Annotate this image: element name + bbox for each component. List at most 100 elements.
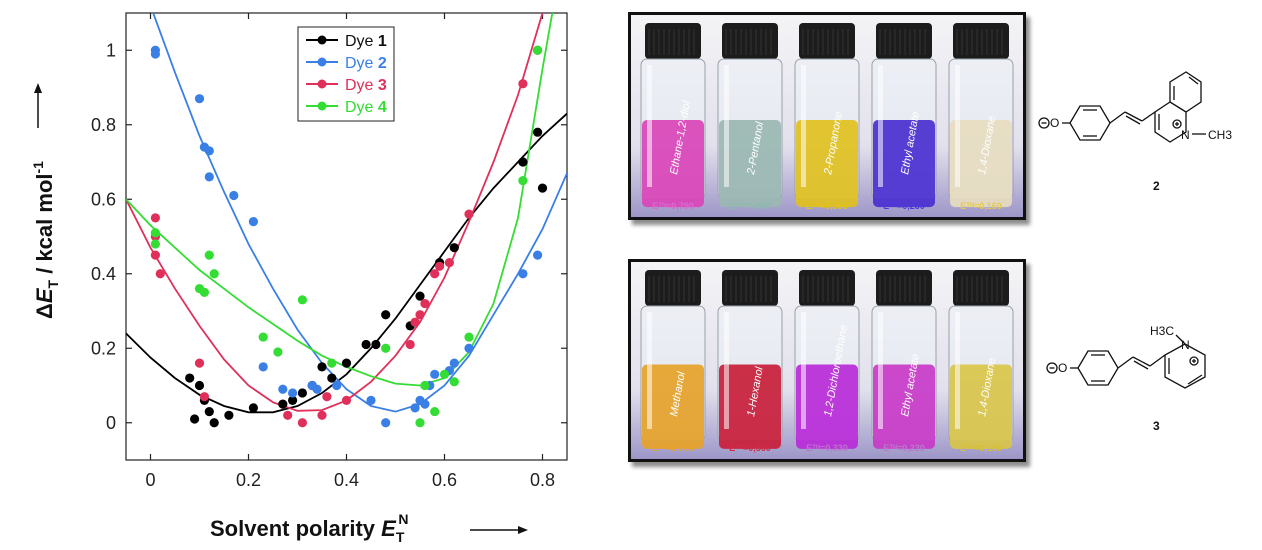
data-point-dye3 [283, 410, 293, 420]
data-point-dye4 [150, 239, 160, 249]
y-tick-label: 0 [106, 413, 116, 433]
svg-text:2: 2 [1153, 179, 1160, 193]
data-point-dye2 [150, 49, 160, 59]
series-curve-dye1 [126, 112, 567, 414]
data-point-dye2 [464, 343, 474, 353]
data-point-dye1 [194, 380, 205, 391]
plot-area [126, 13, 567, 428]
data-point-dye3 [410, 317, 420, 327]
legend-marker-dye2 [317, 57, 327, 67]
y-tick-label: 0.6 [91, 189, 116, 209]
data-point-dye1 [341, 358, 352, 368]
x-axis-label: Solvent polarity ETN [210, 511, 409, 545]
vial-liquid [719, 120, 781, 208]
vial-cap [722, 270, 778, 306]
vial-cap [645, 270, 701, 306]
vial-liquid [796, 120, 858, 208]
data-point-dye4 [430, 406, 440, 417]
vial-polarity-value: Eᵀᴺ=0,330 [806, 443, 848, 453]
data-point-dye4 [204, 250, 214, 260]
legend-label-dye3: Dye 3 [345, 77, 387, 94]
vial-polarity-value: Eᵀᴺ=0,230 [883, 201, 925, 211]
y-tick-label: 0.2 [91, 338, 116, 358]
data-point-dye1 [317, 362, 327, 372]
data-point-dye2 [288, 388, 298, 398]
data-point-dye2 [229, 190, 239, 201]
x-tick-label: 0 [145, 470, 155, 490]
legend-marker-dye1 [317, 35, 327, 45]
data-point-dye2 [248, 217, 258, 227]
data-point-dye4 [381, 343, 391, 353]
data-point-dye3 [322, 392, 332, 402]
data-point-dye4 [327, 358, 337, 368]
data-point-dye3 [420, 298, 430, 309]
legend-label-dye2: Dye 2 [345, 55, 387, 72]
data-point-dye2 [194, 94, 205, 104]
data-point-dye1 [449, 243, 459, 253]
data-point-dye4 [415, 418, 425, 428]
y-tick-label: 1 [106, 40, 116, 60]
data-point-dye2 [420, 399, 430, 409]
data-point-dye3 [155, 269, 165, 279]
y-tick-label: 0.8 [91, 115, 116, 135]
data-point-dye3 [150, 250, 160, 260]
vial-liquid [950, 120, 1012, 208]
legend-marker-dye3 [317, 79, 327, 89]
data-point-dye1 [533, 127, 543, 137]
data-point-dye3 [199, 392, 209, 402]
data-point-dye3 [317, 410, 327, 420]
y-tick-label: 0.4 [91, 264, 116, 284]
vial-liquid [642, 120, 704, 208]
vial-cap [876, 23, 932, 59]
data-point-dye1 [518, 157, 528, 167]
data-point-dye1 [190, 414, 200, 424]
vial-photo-dye2: Ethane-1,2-diol Eᵀᴺ=0,790 2-Pentanol Eᵀᴺ=0,… [628, 12, 1026, 220]
data-point-dye3 [430, 269, 440, 279]
data-point-dye2 [204, 172, 214, 182]
data-point-dye2 [533, 250, 543, 260]
data-point-dye2 [381, 418, 391, 428]
data-point-dye1 [278, 399, 288, 409]
vial-polarity-value: Eᵀᴺ=0,760 [652, 443, 694, 453]
data-point-dye3 [150, 213, 160, 223]
data-point-dye4 [439, 369, 450, 379]
data-point-dye1 [381, 310, 391, 320]
data-point-dye4 [273, 347, 283, 357]
x-tick-label: 0.2 [236, 470, 261, 490]
data-point-dye3 [415, 310, 425, 320]
series-curve-dye3 [126, 13, 544, 412]
svg-text:H3C: H3C [1150, 324, 1174, 338]
data-point-dye4 [420, 380, 430, 391]
data-point-dye4 [518, 176, 528, 186]
vial-polarity-value: Eᵀᴺ=0,160 [960, 201, 1002, 211]
data-point-dye1 [415, 291, 425, 301]
structure-dye2-labels: O N CH3 2 [1050, 116, 1232, 193]
data-point-dye1 [297, 388, 307, 398]
data-point-dye2 [278, 384, 288, 394]
data-point-dye3 [518, 79, 528, 89]
vial-cap [645, 23, 701, 59]
structure-dye3 [1046, 334, 1206, 389]
vial-photo-dye3: Methanol Eᵀᴺ=0,760 1-Hexanol Eᵀᴺ=0,560 1,2-D… [628, 259, 1026, 462]
data-point-dye2 [258, 362, 268, 372]
y-axis-arrow [34, 83, 42, 128]
data-point-dye1 [288, 395, 298, 405]
data-point-dye3 [435, 261, 445, 271]
data-point-dye4 [150, 228, 160, 238]
data-point-dye4 [449, 377, 459, 387]
data-point-dye2 [518, 269, 528, 279]
data-point-dye3 [405, 339, 415, 350]
y-axis-label: ΔET / kcal mol-1 [30, 161, 61, 319]
data-point-dye2 [332, 380, 342, 391]
legend-label-dye4: Dye 4 [345, 99, 387, 116]
data-point-dye2 [312, 384, 322, 394]
vial-liquid [796, 364, 858, 449]
legend: Dye 1 Dye 2 Dye 3 Dye 4 [297, 26, 395, 122]
